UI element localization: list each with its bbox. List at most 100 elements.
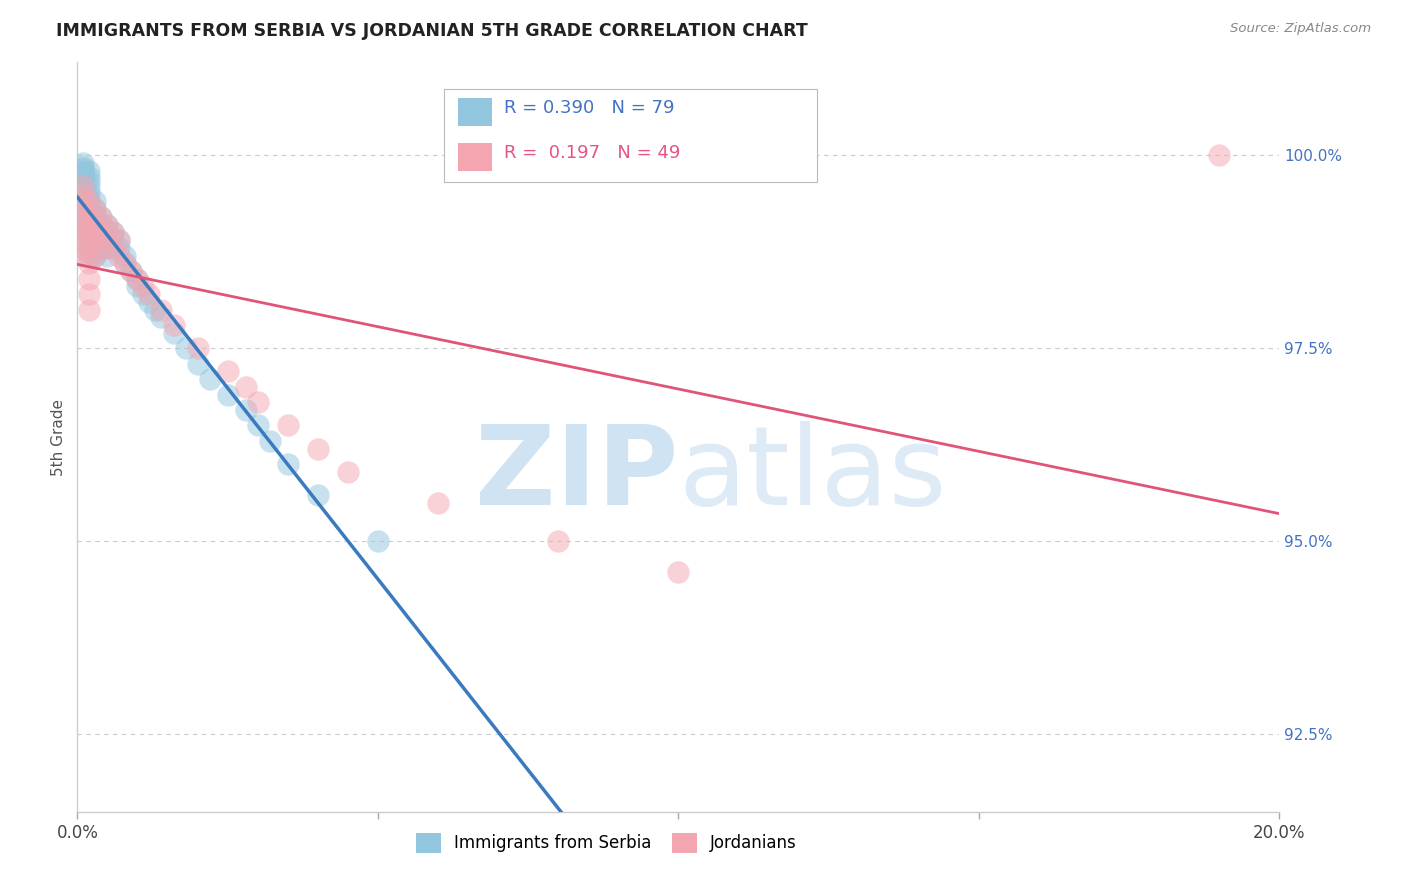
Point	[90, 233, 112, 247]
Point	[90, 226, 112, 240]
Point	[174, 341, 197, 355]
Point	[150, 310, 173, 325]
Point	[72, 248, 94, 262]
Point	[79, 180, 101, 194]
Point	[72, 168, 94, 182]
Point	[217, 387, 239, 401]
Point	[72, 179, 94, 194]
Point	[79, 287, 101, 301]
Bar	[458, 143, 492, 171]
Bar	[458, 97, 492, 126]
Point	[132, 279, 155, 293]
Point	[127, 271, 149, 285]
Point	[84, 202, 107, 217]
Point	[72, 218, 94, 232]
Point	[79, 169, 101, 184]
Point	[72, 179, 94, 194]
Point	[547, 534, 569, 549]
Point	[72, 198, 94, 212]
Point	[120, 264, 142, 278]
Point	[259, 434, 281, 448]
Text: R = 0.390   N = 79: R = 0.390 N = 79	[505, 99, 675, 118]
Point	[72, 210, 94, 224]
Point	[79, 186, 101, 201]
Point	[96, 218, 118, 232]
Point	[90, 241, 112, 255]
Point	[72, 241, 94, 255]
Point	[79, 250, 101, 264]
Point	[108, 241, 131, 255]
Point	[96, 233, 118, 247]
Point	[72, 175, 94, 189]
Point	[72, 210, 94, 224]
Point	[79, 226, 101, 240]
Text: Source: ZipAtlas.com: Source: ZipAtlas.com	[1230, 22, 1371, 36]
Point	[307, 442, 329, 456]
Text: R =  0.197   N = 49: R = 0.197 N = 49	[505, 145, 681, 162]
FancyBboxPatch shape	[444, 88, 817, 182]
Point	[72, 194, 94, 209]
Point	[277, 418, 299, 433]
Point	[72, 162, 94, 177]
Point	[72, 165, 94, 179]
Point	[96, 226, 118, 240]
Point	[79, 210, 101, 224]
Point	[79, 210, 101, 224]
Point	[114, 248, 136, 262]
Point	[72, 186, 94, 201]
Point	[84, 218, 107, 232]
Point	[90, 210, 112, 224]
Point	[120, 264, 142, 278]
Point	[79, 163, 101, 178]
Point	[277, 457, 299, 471]
Point	[72, 160, 94, 174]
Point	[96, 248, 118, 262]
Point	[79, 271, 101, 285]
Point	[198, 372, 221, 386]
Point	[79, 256, 101, 270]
Point	[84, 202, 107, 217]
Point	[114, 256, 136, 270]
Point	[145, 302, 167, 317]
Point	[72, 202, 94, 217]
Point	[79, 233, 101, 247]
Point	[114, 256, 136, 270]
Point	[246, 418, 269, 433]
Point	[108, 233, 131, 247]
Point	[103, 241, 125, 255]
Point	[246, 395, 269, 409]
Point	[79, 227, 101, 241]
Point	[150, 302, 173, 317]
Point	[103, 241, 125, 255]
Point	[96, 233, 118, 247]
Point	[79, 239, 101, 253]
Point	[72, 206, 94, 220]
Point	[72, 218, 94, 232]
Legend: Immigrants from Serbia, Jordanians: Immigrants from Serbia, Jordanians	[409, 826, 803, 860]
Point	[90, 218, 112, 232]
Point	[79, 216, 101, 230]
Point	[96, 241, 118, 255]
Point	[367, 534, 389, 549]
Point	[72, 171, 94, 186]
Point	[108, 248, 131, 262]
Point	[186, 357, 209, 371]
Point	[235, 403, 257, 417]
Point	[84, 210, 107, 224]
Point	[84, 218, 107, 232]
Point	[79, 193, 101, 207]
Point	[72, 214, 94, 228]
Point	[668, 566, 690, 580]
Point	[90, 210, 112, 224]
Point	[79, 194, 101, 209]
Text: IMMIGRANTS FROM SERBIA VS JORDANIAN 5TH GRADE CORRELATION CHART: IMMIGRANTS FROM SERBIA VS JORDANIAN 5TH …	[56, 22, 808, 40]
Point	[96, 218, 118, 232]
Text: ZIP: ZIP	[475, 421, 679, 528]
Point	[72, 156, 94, 170]
Point	[72, 173, 94, 187]
Point	[72, 221, 94, 235]
Point	[186, 341, 209, 355]
Point	[72, 202, 94, 217]
Point	[79, 198, 101, 212]
Point	[72, 191, 94, 205]
